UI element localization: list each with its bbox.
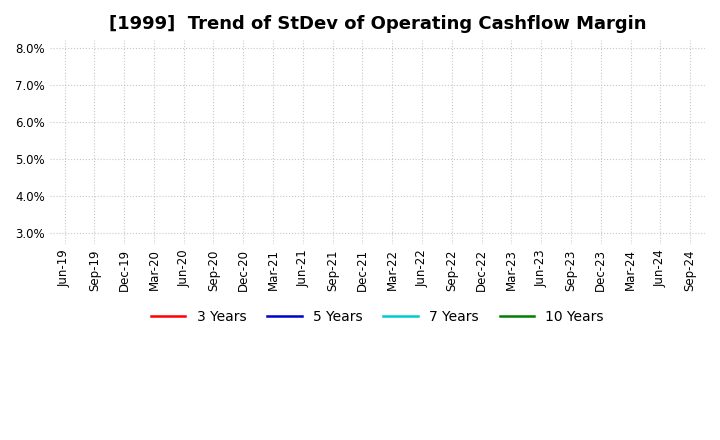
Title: [1999]  Trend of StDev of Operating Cashflow Margin: [1999] Trend of StDev of Operating Cashf…	[109, 15, 646, 33]
Legend: 3 Years, 5 Years, 7 Years, 10 Years: 3 Years, 5 Years, 7 Years, 10 Years	[145, 304, 609, 329]
